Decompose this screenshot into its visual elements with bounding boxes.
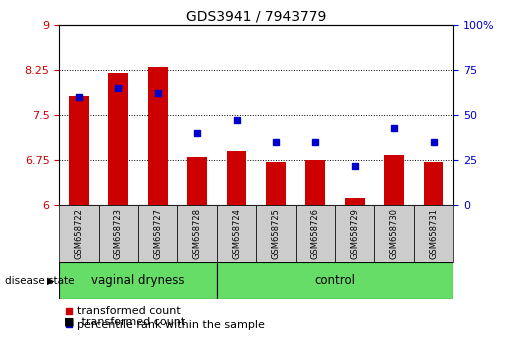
Bar [109, 73, 128, 205]
Text: GSM658722: GSM658722 [75, 208, 83, 259]
Text: GSM658730: GSM658730 [390, 208, 399, 259]
Bar [345, 198, 365, 205]
Bar [414, 205, 453, 262]
Text: GSM658725: GSM658725 [271, 208, 280, 259]
Bar [266, 162, 286, 205]
Bar [138, 205, 177, 262]
Bar [217, 262, 453, 299]
Bar [69, 96, 89, 205]
Text: control: control [315, 274, 355, 287]
Bar [59, 205, 99, 262]
Bar [59, 262, 217, 299]
Text: GSM658727: GSM658727 [153, 208, 162, 259]
Bar [217, 205, 256, 262]
Text: disease state: disease state [5, 275, 75, 286]
Text: ▶: ▶ [46, 275, 54, 286]
Text: GSM658726: GSM658726 [311, 208, 320, 259]
Text: GSM658731: GSM658731 [429, 208, 438, 259]
Text: GSM658724: GSM658724 [232, 208, 241, 259]
Legend: transformed count, percentile rank within the sample: transformed count, percentile rank withi… [65, 307, 265, 330]
Bar [374, 205, 414, 262]
Text: GSM658723: GSM658723 [114, 208, 123, 259]
Bar [148, 67, 167, 205]
Bar [227, 151, 246, 205]
Text: vaginal dryness: vaginal dryness [91, 274, 185, 287]
Text: ■  transformed count: ■ transformed count [64, 317, 185, 327]
Bar [384, 155, 404, 205]
Bar [305, 160, 325, 205]
Bar [187, 157, 207, 205]
Title: GDS3941 / 7943779: GDS3941 / 7943779 [186, 10, 327, 24]
Text: GSM658728: GSM658728 [193, 208, 201, 259]
Bar [296, 205, 335, 262]
Bar [99, 205, 138, 262]
Bar [424, 162, 443, 205]
Text: GSM658729: GSM658729 [350, 208, 359, 259]
Bar [335, 205, 374, 262]
Bar [256, 205, 296, 262]
Bar [177, 205, 217, 262]
